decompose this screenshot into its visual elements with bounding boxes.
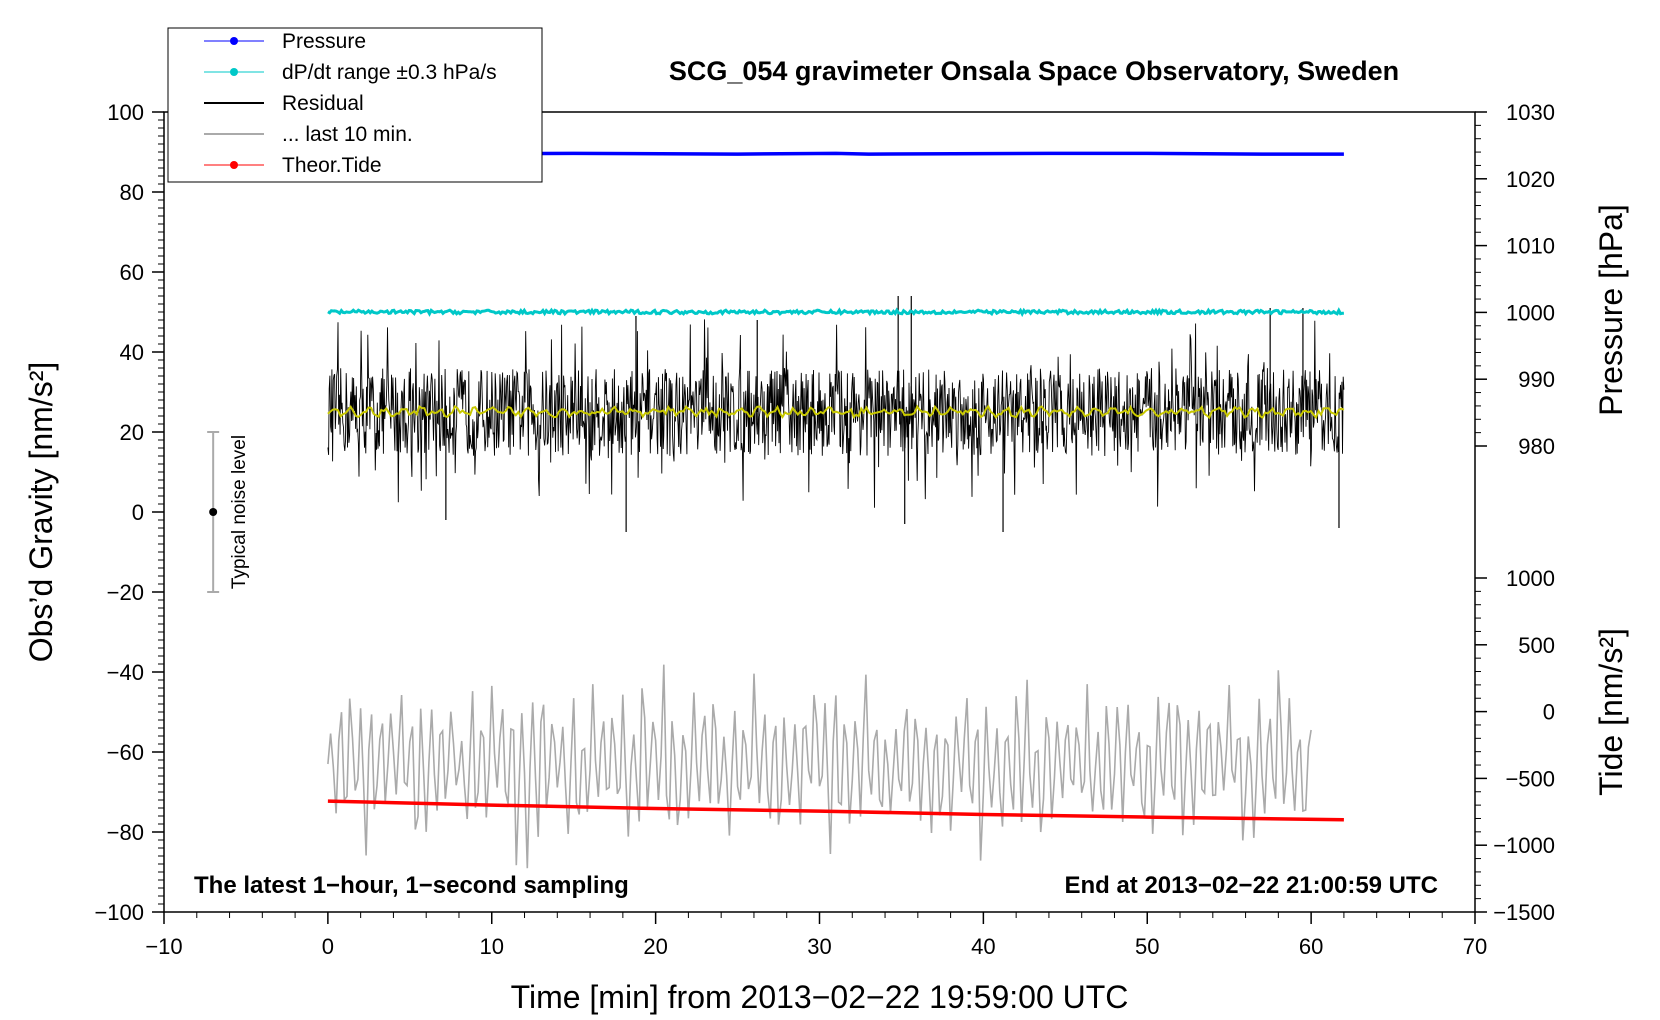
noise-bar-dot xyxy=(209,508,218,516)
y-left-tick-label: −100 xyxy=(94,900,144,925)
tide-tick-label: −1000 xyxy=(1493,833,1555,858)
tide-tick-label: 0 xyxy=(1543,700,1555,725)
noise-label: Typical noise level xyxy=(229,435,250,589)
tide-series-line xyxy=(327,799,1344,822)
legend-marker xyxy=(230,68,238,76)
x-tick-label: 0 xyxy=(322,934,334,959)
residual-smoothed-line xyxy=(327,404,1345,420)
y-left-tick-label: 0 xyxy=(132,500,144,525)
y-left-tick-label: 80 xyxy=(120,180,144,205)
tide-tick-label: −500 xyxy=(1505,766,1555,791)
y-left-tick-label: −60 xyxy=(107,740,144,765)
legend-marker xyxy=(230,161,238,169)
y-left-tick-label: 20 xyxy=(120,420,144,445)
legend-label: Residual xyxy=(282,92,364,115)
pressure-axis-title: Pressure [hPa] xyxy=(1593,204,1629,416)
legend-box xyxy=(167,27,543,183)
y-left-tick-label: 40 xyxy=(120,340,144,365)
y-left-tick-label: −40 xyxy=(107,660,144,685)
y-left-tick-label: −80 xyxy=(107,820,144,845)
x-axis-title: Time [min] from 2013−02−22 19:59:00 UTC xyxy=(511,979,1129,1015)
annotation-sampling: The latest 1−hour, 1−second sampling xyxy=(194,872,629,899)
x-tick-label: 40 xyxy=(971,934,995,959)
y-left-tick-label: 60 xyxy=(120,260,144,285)
x-tick-label: 10 xyxy=(480,934,504,959)
y-left-tick-label: 100 xyxy=(107,100,144,125)
x-tick-label: 30 xyxy=(807,934,831,959)
tide-axis-title: Tide [nm/s²] xyxy=(1593,628,1629,796)
x-tick-label: 60 xyxy=(1299,934,1323,959)
legend-label: Pressure xyxy=(282,30,366,53)
legend-label: ... last 10 min. xyxy=(282,123,413,146)
legend-label: dP/dt range ±0.3 hPa/s xyxy=(282,61,497,84)
dpdt-series-line xyxy=(327,307,1344,318)
pressure-tick-label: 1010 xyxy=(1506,234,1555,259)
annotation-end-time: End at 2013−02−22 21:00:59 UTC xyxy=(1064,872,1438,899)
pressure-series-line xyxy=(327,151,1344,156)
x-tick-label: 20 xyxy=(643,934,667,959)
x-tick-label: 70 xyxy=(1463,934,1487,959)
tide-tick-label: 1000 xyxy=(1506,566,1555,591)
legend-marker xyxy=(230,37,238,45)
pressure-tick-label: 980 xyxy=(1518,434,1555,459)
plot-frame xyxy=(163,111,1476,913)
x-tick-label: −10 xyxy=(145,934,182,959)
chart-title: SCG_054 gravimeter Onsala Space Observat… xyxy=(669,56,1399,86)
pressure-tick-label: 1030 xyxy=(1506,100,1555,125)
last10-series-line xyxy=(327,664,1312,869)
y-left-axis-title: Obs’d Gravity [nm/s²] xyxy=(23,362,59,663)
pressure-tick-label: 1020 xyxy=(1506,167,1555,192)
pressure-tick-label: 1000 xyxy=(1506,300,1555,325)
y-left-tick-label: −20 xyxy=(107,580,144,605)
pressure-tick-label: 990 xyxy=(1518,367,1555,392)
tide-tick-label: 500 xyxy=(1518,633,1555,658)
tide-tick-label: −1500 xyxy=(1493,900,1555,925)
legend-label: Theor.Tide xyxy=(282,154,382,177)
x-tick-label: 50 xyxy=(1135,934,1159,959)
